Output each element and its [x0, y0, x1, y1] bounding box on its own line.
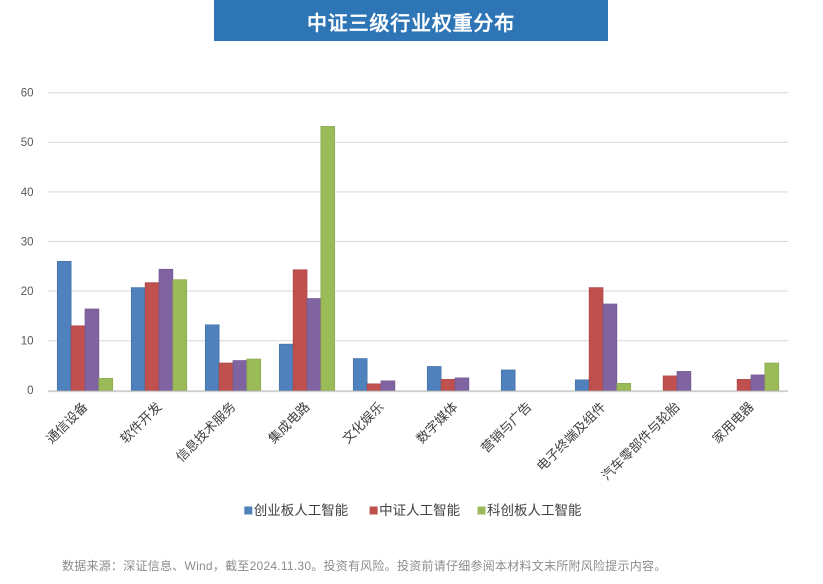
svg-text:科创板人工智能: 科创板人工智能 [487, 503, 582, 518]
svg-text:家用电器: 家用电器 [709, 399, 756, 446]
svg-text:中证人工智能: 中证人工智能 [379, 503, 460, 518]
svg-text:软件开发: 软件开发 [117, 399, 164, 446]
svg-text:10: 10 [21, 336, 34, 348]
svg-text:汽车零部件与轮胎: 汽车零部件与轮胎 [598, 399, 682, 483]
svg-text:营销与广告: 营销与广告 [478, 399, 535, 456]
svg-text:创业板人工智能: 创业板人工智能 [254, 503, 348, 518]
svg-text:文化娱乐: 文化娱乐 [339, 399, 386, 446]
svg-text:信息技术服务: 信息技术服务 [173, 399, 239, 465]
svg-text:通信设备: 通信设备 [43, 399, 90, 446]
svg-text:集成电路: 集成电路 [265, 399, 312, 446]
svg-text:40: 40 [21, 187, 34, 199]
svg-text:20: 20 [21, 286, 34, 298]
svg-text:0: 0 [27, 385, 33, 397]
svg-text:60: 60 [21, 88, 34, 100]
svg-text:30: 30 [21, 236, 34, 248]
svg-text:电子终端及组件: 电子终端及组件 [534, 399, 609, 474]
svg-text:数字媒体: 数字媒体 [413, 399, 460, 446]
svg-text:50: 50 [21, 137, 34, 149]
